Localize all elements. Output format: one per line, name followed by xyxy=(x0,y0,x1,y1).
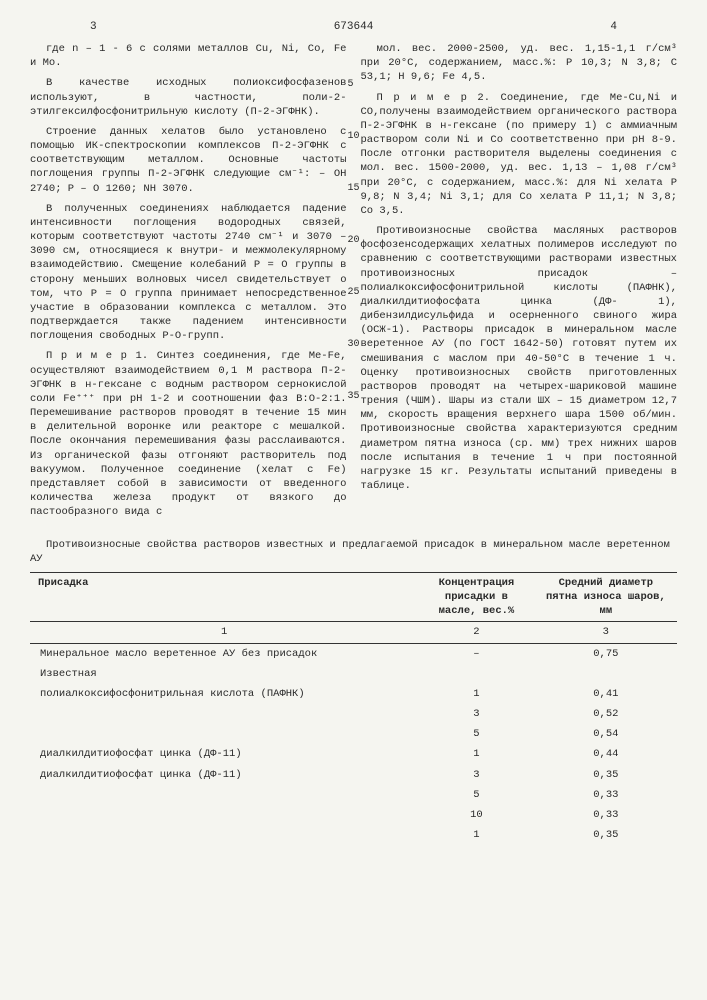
document-number: 673644 xyxy=(334,20,374,35)
table-row: полиалкоксифосфонитрильная кислота (ПАФН… xyxy=(30,684,677,704)
paragraph: Строение данных хелатов было установлено… xyxy=(30,125,347,196)
col-num: 3 xyxy=(535,622,677,643)
col-header-diameter: Средний диаметр пятна износа шаров, мм xyxy=(535,572,677,622)
cell-conc: 1 xyxy=(418,825,534,845)
page-number-right: 4 xyxy=(610,20,617,35)
col-num: 1 xyxy=(30,622,418,643)
two-column-layout: где n – 1 - 6 с солями металлов Cu, Ni, … xyxy=(30,42,677,526)
cell-diam xyxy=(535,664,677,684)
table-row: 10 0,33 xyxy=(30,805,677,825)
line-marker: 35 xyxy=(348,390,360,404)
cell-diam: 0,41 xyxy=(535,684,677,704)
col-num: 2 xyxy=(418,622,534,643)
cell-diam: 0,54 xyxy=(535,724,677,744)
cell-name xyxy=(30,724,418,744)
cell-diam: 0,75 xyxy=(535,643,677,664)
table-title: Противоизносные свойства растворов извес… xyxy=(30,538,677,566)
table-row: Минеральное масло веретенное АУ без прис… xyxy=(30,643,677,664)
col-header-additive: Присадка xyxy=(30,572,418,622)
paragraph: где n – 1 - 6 с солями металлов Cu, Ni, … xyxy=(30,42,347,70)
cell-name: Минеральное масло веретенное АУ без прис… xyxy=(30,643,418,664)
cell-name: диалкилдитиофосфат цинка (ДФ-11) xyxy=(30,744,418,764)
table-row: 1 0,35 xyxy=(30,825,677,845)
cell-conc: 3 xyxy=(418,765,534,785)
cell-diam: 0,33 xyxy=(535,785,677,805)
cell-conc: 5 xyxy=(418,724,534,744)
table-row: 3 0,52 xyxy=(30,704,677,724)
paragraph: П р и м е р 1. Синтез соединения, где Me… xyxy=(30,349,347,519)
cell-conc: 10 xyxy=(418,805,534,825)
cell-name: диалкилдитиофосфат цинка (ДФ-11) xyxy=(30,765,418,785)
cell-name xyxy=(30,785,418,805)
line-marker: 30 xyxy=(348,338,360,352)
line-marker: 15 xyxy=(348,182,360,196)
table-row: 5 0,33 xyxy=(30,785,677,805)
line-marker: 5 xyxy=(348,78,354,92)
cell-diam: 0,35 xyxy=(535,825,677,845)
cell-diam: 0,52 xyxy=(535,704,677,724)
line-marker: 10 xyxy=(348,130,360,144)
table-number-row: 1 2 3 xyxy=(30,622,677,643)
table-header-row: Присадка Концентрация присадки в масле, … xyxy=(30,572,677,622)
cell-name: полиалкоксифосфонитрильная кислота (ПАФН… xyxy=(30,684,418,704)
table-row: 5 0,54 xyxy=(30,724,677,744)
cell-conc: 3 xyxy=(418,704,534,724)
paragraph: П р и м е р 2. Соединение, где Me-Cu,Ni … xyxy=(361,91,678,219)
table-row: Известная xyxy=(30,664,677,684)
cell-conc: 1 xyxy=(418,684,534,704)
cell-name: Известная xyxy=(30,664,418,684)
paragraph: В качестве исходных полиоксифосфазенов и… xyxy=(30,76,347,119)
table-row: диалкилдитиофосфат цинка (ДФ-11) 3 0,35 xyxy=(30,765,677,785)
cell-conc: 5 xyxy=(418,785,534,805)
cell-conc xyxy=(418,664,534,684)
results-table: Присадка Концентрация присадки в масле, … xyxy=(30,572,677,845)
line-marker: 20 xyxy=(348,234,360,248)
paragraph: мол. вес. 2000-2500, уд. вес. 1,15-1,1 г… xyxy=(361,42,678,85)
cell-conc: 1 xyxy=(418,744,534,764)
table-row: диалкилдитиофосфат цинка (ДФ-11) 1 0,44 xyxy=(30,744,677,764)
cell-name xyxy=(30,805,418,825)
cell-conc: – xyxy=(418,643,534,664)
col-header-concentration: Концентрация присадки в масле, вес.% xyxy=(418,572,534,622)
right-column: мол. вес. 2000-2500, уд. вес. 1,15-1,1 г… xyxy=(361,42,678,526)
left-column: где n – 1 - 6 с солями металлов Cu, Ni, … xyxy=(30,42,347,526)
cell-diam: 0,35 xyxy=(535,765,677,785)
paragraph: В полученных соединениях наблюдается пад… xyxy=(30,202,347,344)
columns-wrapper: 5 10 15 20 25 30 35 где n – 1 - 6 с соля… xyxy=(30,42,677,526)
page-number-left: 3 xyxy=(90,20,97,35)
cell-diam: 0,44 xyxy=(535,744,677,764)
cell-name xyxy=(30,704,418,724)
cell-name xyxy=(30,825,418,845)
cell-diam: 0,33 xyxy=(535,805,677,825)
paragraph: Противоизносные свойства масляных раство… xyxy=(361,224,678,493)
line-marker: 25 xyxy=(348,286,360,300)
